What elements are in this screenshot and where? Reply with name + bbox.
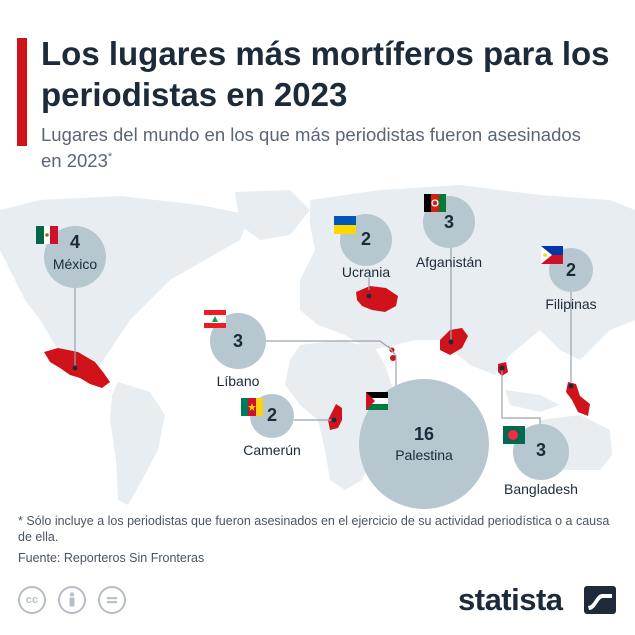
source-line: Fuente: Reporteros Sin Fronteras (18, 551, 205, 565)
cc-icon[interactable]: cc (18, 586, 46, 614)
philippines-flag-icon (541, 246, 563, 264)
statista-logo-text: statista (458, 582, 563, 617)
value-mexico: 4 (69, 232, 80, 252)
leader-lines (74, 247, 572, 432)
cameroon-shape (328, 404, 342, 430)
flags (36, 194, 563, 444)
leader-palestine (387, 345, 397, 388)
label-bangladesh: Bangladesh (504, 481, 578, 497)
label-philippines: Filipinas (545, 296, 597, 312)
page-subtitle: Lugares del mundo en los que más periodi… (41, 123, 601, 172)
footnote: * Sólo incluye a los periodistas que fue… (18, 514, 610, 544)
label-cameroon: Camerún (243, 442, 301, 458)
value-ukraine: 2 (360, 229, 371, 249)
bubble-bangladesh (513, 424, 569, 480)
mexico-flag-icon (36, 226, 58, 244)
afghanistan-flag-icon (424, 194, 446, 212)
by-icon[interactable] (58, 586, 86, 614)
palestine-flag-icon (366, 392, 388, 410)
label-ukraine: Ucrania (341, 264, 391, 280)
statista-logo-icon (584, 586, 616, 614)
bangladesh-flag-icon (503, 426, 525, 444)
philippines-shape (566, 382, 590, 416)
afghanistan-shape (440, 328, 468, 355)
subtitle-text: Lugares del mundo en los que más periodi… (41, 124, 581, 172)
palestine-shape (390, 355, 396, 361)
world-map (0, 185, 635, 509)
bubble-mexico (44, 226, 106, 288)
cameroon-flag-icon (241, 398, 263, 416)
accent-bar (17, 38, 27, 146)
value-lebanon: 3 (232, 331, 243, 351)
value-afghanistan: 3 (443, 212, 454, 232)
subtitle-footnote-mark: * (107, 151, 113, 163)
ukraine-shape (356, 286, 398, 312)
label-afghanistan: Afganistán (415, 254, 483, 270)
bubbles (44, 196, 593, 509)
highlighted-countries (44, 286, 590, 430)
location-markers (72, 293, 574, 423)
value-palestine: 16 (413, 424, 435, 444)
label-palestine: Palestina (395, 447, 453, 463)
value-bangladesh: 3 (535, 440, 546, 460)
value-philippines: 2 (565, 260, 576, 280)
leader-lebanon (266, 340, 393, 351)
lebanon-flag-icon (204, 310, 226, 328)
nd-icon[interactable] (98, 586, 126, 614)
page-title: Los lugares más mortíferos para los peri… (41, 35, 610, 113)
value-cameroon: 2 (266, 405, 277, 425)
bubble-palestine (359, 379, 489, 509)
label-lebanon: Líbano (216, 373, 260, 389)
label-mexico: México (52, 256, 98, 272)
ukraine-flag-icon (334, 216, 356, 234)
